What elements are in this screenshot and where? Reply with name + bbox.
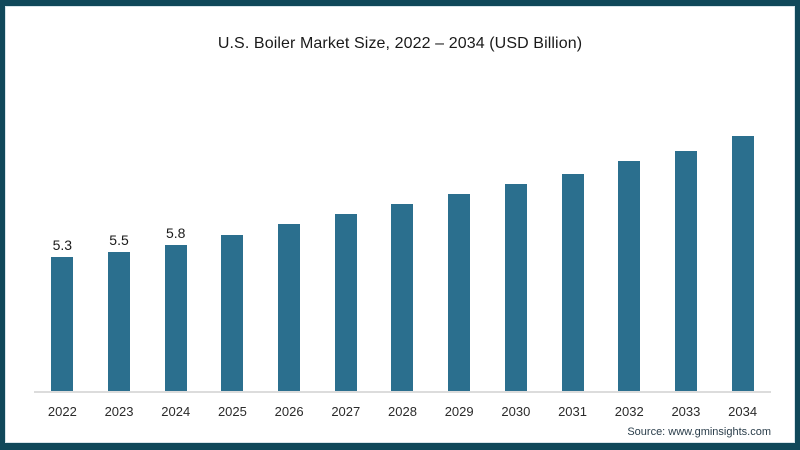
plot-area: 5.3 5.5 5.8	[34, 92, 771, 392]
bar-slot-2033	[658, 92, 715, 392]
x-tick-label-2029: 2029	[444, 404, 474, 419]
bar-slot-2030	[488, 92, 545, 392]
bar-2031	[561, 173, 584, 392]
bar-2025	[221, 234, 244, 392]
bar-2027	[334, 214, 357, 392]
bar-2032	[618, 160, 641, 392]
x-axis-labels: 2022 2023 2024 2025 2026 2027 2028 2029 2030 2031…	[34, 405, 771, 418]
x-tick-label-2023: 2023	[104, 404, 134, 419]
x-tick-label-2028: 2028	[388, 404, 417, 419]
source-attribution: Source: www.gminsights.com	[627, 426, 771, 438]
bar-slot-2023: 5.5	[91, 92, 148, 392]
bar-slot-2024: 5.8	[147, 92, 204, 392]
bar-slot-2027	[317, 92, 374, 392]
x-tick-label-2031: 2031	[558, 404, 587, 419]
bar-slot-2025	[204, 92, 261, 392]
bar-2022	[51, 257, 74, 392]
bar-value-label-2023: 5.5	[109, 232, 129, 249]
x-tick-label-2024: 2024	[161, 404, 191, 419]
bar-2029	[448, 193, 471, 392]
bar-2024	[164, 244, 187, 392]
bar-2026	[278, 224, 301, 392]
bar-value-label-2024: 5.8	[165, 224, 186, 241]
x-tick-label-2030: 2030	[501, 404, 531, 419]
bar-2030	[504, 183, 527, 392]
bar-slot-2026	[261, 92, 318, 392]
bar-slot-2031	[544, 92, 601, 392]
bar-value-label-2022: 5.3	[52, 237, 73, 254]
bar-slot-2028	[374, 92, 431, 392]
bar-slot-2034	[714, 92, 771, 392]
x-tick-label-2027: 2027	[331, 404, 361, 419]
x-axis-line	[34, 391, 771, 393]
x-tick-label-2025: 2025	[217, 404, 247, 419]
x-tick-label-2033: 2033	[671, 404, 701, 419]
bar-2028	[391, 204, 414, 392]
bar-slot-2029	[431, 92, 488, 392]
bar-2034	[731, 135, 754, 392]
x-tick-label-2032: 2032	[614, 404, 644, 419]
chart-title: U.S. Boiler Market Size, 2022 – 2034 (US…	[217, 35, 583, 52]
bar-slot-2022: 5.3	[34, 92, 91, 392]
bar-slot-2032	[601, 92, 658, 392]
bar-2033	[674, 150, 697, 392]
chart-canvas: U.S. Boiler Market Size, 2022 – 2034 (US…	[5, 6, 795, 443]
x-tick-label-2034: 2034	[728, 404, 758, 419]
x-tick-label-2022: 2022	[47, 404, 77, 419]
x-tick-label-2026: 2026	[274, 404, 304, 419]
bar-2023	[108, 252, 131, 392]
